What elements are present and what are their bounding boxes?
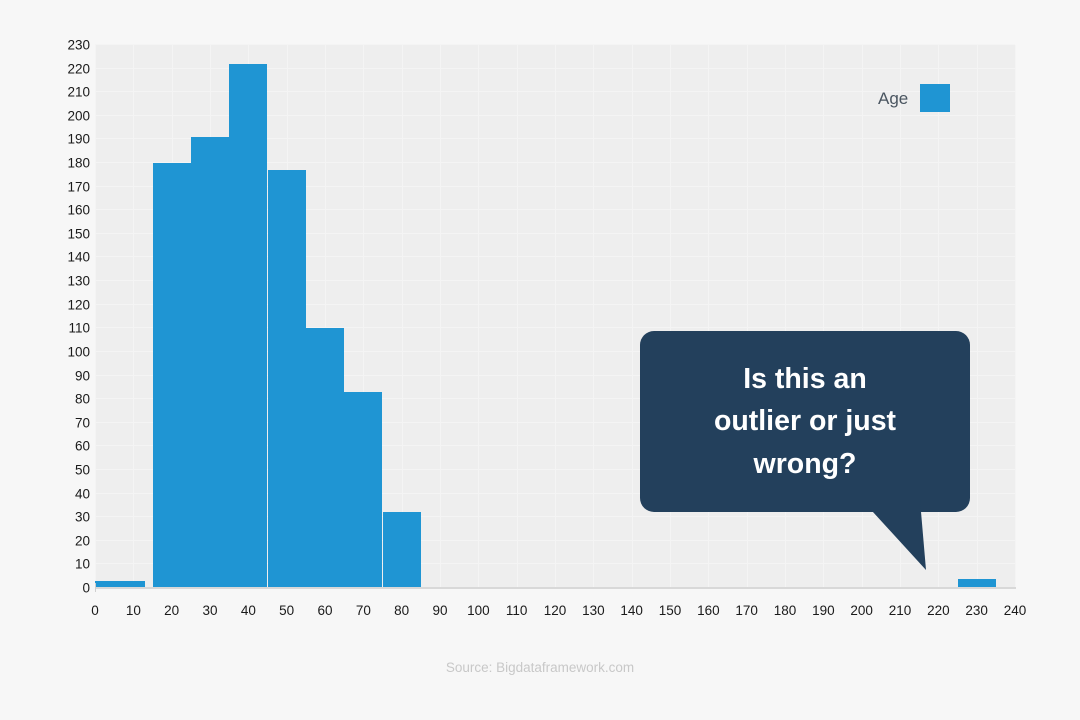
legend-color-swatch (920, 84, 951, 112)
x-axis-tick-label: 60 (317, 603, 333, 618)
bar-0-13[interactable] (95, 580, 145, 588)
x-axis-tick-label: 140 (620, 603, 643, 618)
y-axis-tick-label: 70 (74, 414, 90, 430)
x-axis-tick-label: 160 (697, 603, 720, 618)
x-axis-tick-label: 90 (432, 603, 448, 618)
y-axis-tick-label: 60 (74, 438, 90, 454)
x-axis-tick-label: 100 (467, 603, 490, 618)
bar-35-45[interactable] (229, 63, 268, 588)
x-axis-tick-label: 240 (1003, 603, 1027, 618)
callout-tail-icon (862, 500, 926, 570)
x-axis-tick-label: 80 (394, 603, 410, 618)
bar-75-85[interactable] (382, 512, 421, 588)
x-axis-tick-label: 180 (773, 603, 797, 618)
x-axis-tick-label: 130 (582, 603, 605, 618)
bar-45-55[interactable] (267, 170, 306, 588)
x-axis-tick-label: 110 (505, 603, 528, 618)
gridline-vertical (1015, 45, 1016, 588)
x-axis-tick-label: 230 (965, 603, 988, 618)
source-caption: Source: Bigdataframework.com (445, 660, 635, 675)
x-axis-tick-label: 30 (202, 603, 218, 618)
y-axis-tick-label: 20 (74, 533, 90, 549)
x-axis-tick-label: 50 (279, 603, 295, 618)
y-axis-tick-label: 170 (67, 178, 90, 194)
y-axis-tick-label: 120 (67, 296, 90, 312)
y-axis-tick-label: 40 (74, 485, 90, 501)
x-axis-origin-tick (95, 583, 96, 592)
x-axis-tick-label: 0 (91, 603, 99, 618)
bar-225-235[interactable] (957, 578, 996, 588)
y-axis-tick-label: 110 (68, 320, 90, 336)
bar-25-35[interactable] (190, 137, 230, 588)
x-axis-tick-label: 20 (164, 603, 180, 618)
y-axis-tick-label: 10 (74, 556, 90, 572)
bar-15-25[interactable] (152, 163, 191, 588)
y-axis-tick-label: 30 (74, 509, 90, 525)
bar-series-age (95, 45, 1015, 588)
y-axis-tick-label: 150 (67, 226, 90, 242)
y-axis-tick-label: 90 (74, 367, 90, 383)
bar-55-65[interactable] (305, 328, 345, 588)
x-axis-tick-label: 120 (543, 603, 567, 618)
y-axis-tick-label: 190 (67, 131, 90, 147)
bar-65-75[interactable] (344, 392, 383, 588)
y-axis-tick-label: 80 (74, 391, 90, 407)
legend-label: Age (878, 88, 909, 108)
x-axis-tick-label: 220 (927, 603, 950, 618)
y-axis-tick-label: 200 (67, 108, 90, 124)
x-axis-tick-label: 200 (850, 603, 873, 618)
x-axis-tick-label: 70 (355, 603, 371, 618)
y-axis-tick-label: 130 (67, 273, 90, 289)
y-axis-tick-label: 230 (67, 37, 90, 53)
x-axis-tick-label: 210 (888, 603, 912, 618)
x-axis-line (95, 587, 1016, 589)
y-axis-tick-label: 210 (67, 84, 90, 100)
y-axis-tick-label: 160 (67, 202, 90, 218)
y-axis-tick-label: 50 (74, 462, 90, 478)
callout-bubble: Is this an outlier or just wrong? (640, 331, 970, 512)
legend[interactable]: Age (878, 84, 951, 112)
x-axis-tick-label: 150 (658, 603, 682, 618)
callout-text: Is this an outlier or just wrong? (713, 363, 897, 480)
y-axis-tick-label: 0 (82, 580, 90, 596)
x-axis-tick-label: 170 (735, 603, 758, 618)
y-axis-tick-label: 140 (67, 249, 90, 265)
y-axis-tick-label: 220 (67, 60, 90, 76)
x-axis-tick-label: 40 (240, 603, 256, 618)
y-axis: 0 10 20 30 40 50 60 70 80 90 100 110 120 130 140 150 160… (50, 38, 90, 594)
y-axis-tick-label: 180 (67, 155, 90, 171)
x-axis-tick-label: 190 (812, 603, 835, 618)
y-axis-tick-label: 100 (67, 344, 90, 360)
x-axis-tick-label: 10 (125, 603, 141, 618)
x-axis: 0 10 20 30 40 50 60 70 80 90 100 110 120 130 140 150 160… (91, 588, 1026, 628)
